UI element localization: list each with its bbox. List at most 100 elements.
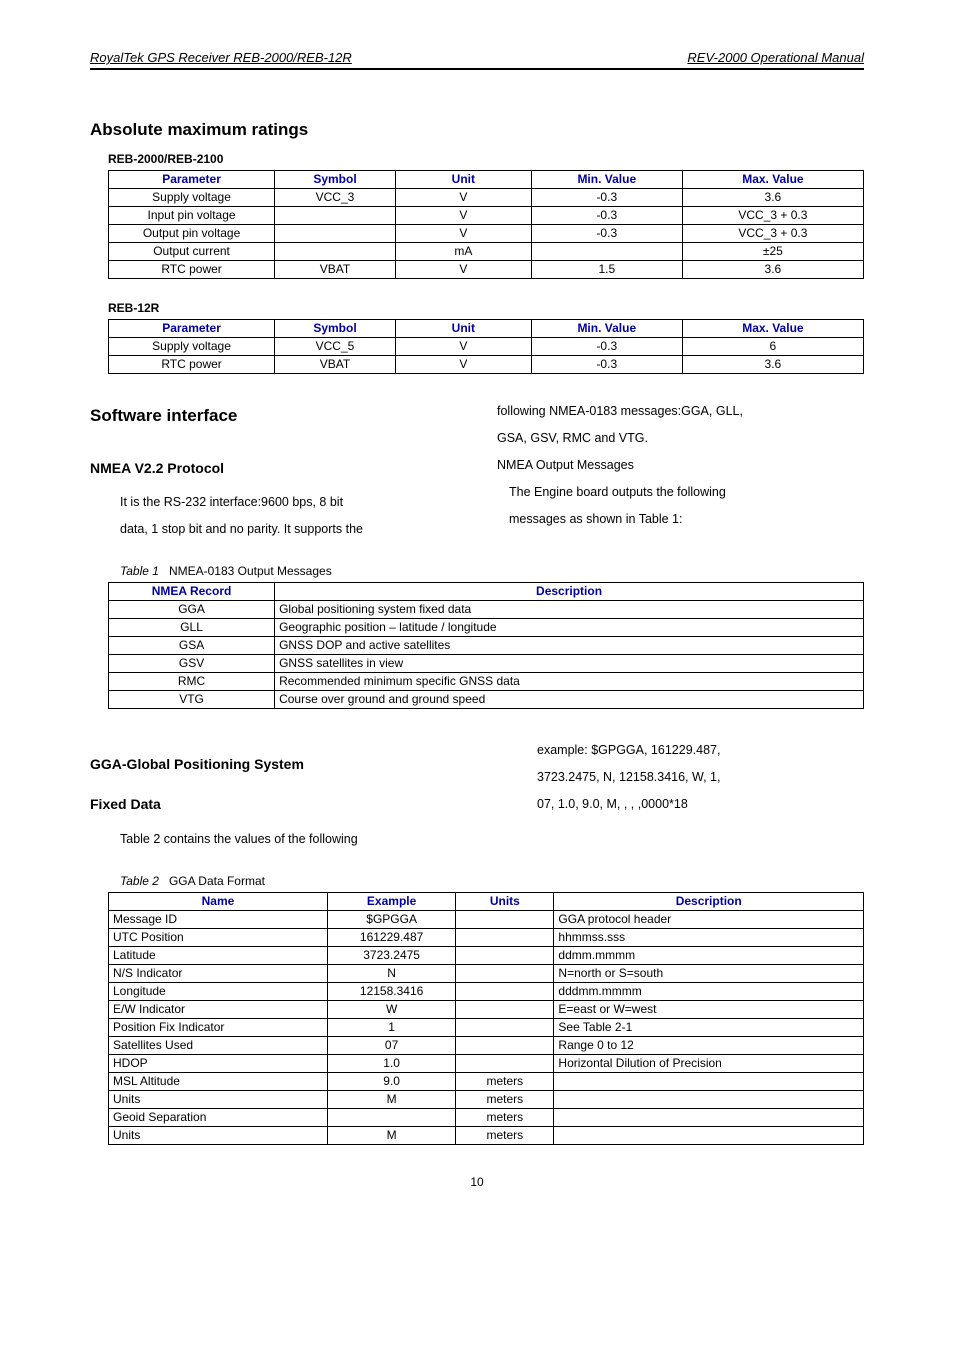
table-cell: VBAT bbox=[275, 261, 396, 279]
paragraph-text: GSA, GSV, RMC and VTG. bbox=[497, 425, 864, 452]
table-row: E/W IndicatorWE=east or W=west bbox=[109, 1001, 864, 1019]
table-cell: Input pin voltage bbox=[109, 207, 275, 225]
table-cell: 1 bbox=[327, 1019, 455, 1037]
caption-text: GGA Data Format bbox=[169, 874, 265, 888]
table-cell: N bbox=[327, 965, 455, 983]
table-cell: V bbox=[395, 189, 531, 207]
table-row: Input pin voltageV-0.3VCC_3 + 0.3 bbox=[109, 207, 864, 225]
gga-block: GGA-Global Positioning System Fixed Data… bbox=[90, 737, 864, 852]
table-cell: Message ID bbox=[109, 911, 328, 929]
table-cell: 9.0 bbox=[327, 1073, 455, 1091]
table-cell: V bbox=[395, 356, 531, 374]
table-cell: Global positioning system fixed data bbox=[275, 601, 864, 619]
table-cell bbox=[456, 965, 554, 983]
paragraph-text: data, 1 stop bit and no parity. It suppo… bbox=[90, 516, 457, 543]
table-cell: E/W Indicator bbox=[109, 1001, 328, 1019]
table-cell: meters bbox=[456, 1091, 554, 1109]
table-header: Description bbox=[554, 893, 864, 911]
table-row: RTC powerVBATV1.53.6 bbox=[109, 261, 864, 279]
table-cell: See Table 2-1 bbox=[554, 1019, 864, 1037]
table-cell bbox=[554, 1109, 864, 1127]
subsection-heading-nmea: NMEA V2.2 Protocol bbox=[90, 453, 457, 483]
table-row: Supply voltageVCC_3V-0.33.6 bbox=[109, 189, 864, 207]
table-cell: RTC power bbox=[109, 261, 275, 279]
table-cell bbox=[456, 1055, 554, 1073]
table1-label: REB-2000/REB-2100 bbox=[108, 152, 864, 166]
table-cell: V bbox=[395, 261, 531, 279]
table-cell: meters bbox=[456, 1073, 554, 1091]
table2-label: REB-12R bbox=[108, 301, 864, 315]
table-cell: Satellites Used bbox=[109, 1037, 328, 1055]
table-cell: meters bbox=[456, 1109, 554, 1127]
table-cell: Supply voltage bbox=[109, 338, 275, 356]
paragraph-text: 3723.2475, N, 12158.3416, W, 1, bbox=[497, 764, 864, 791]
table-cell: Horizontal Dilution of Precision bbox=[554, 1055, 864, 1073]
table-row: UnitsMmeters bbox=[109, 1091, 864, 1109]
table-cell: 07 bbox=[327, 1037, 455, 1055]
table-cell: V bbox=[395, 207, 531, 225]
table-row: UTC Position161229.487hhmmss.sss bbox=[109, 929, 864, 947]
subsection-heading-gga-1: GGA-Global Positioning System bbox=[90, 749, 457, 779]
table-cell: M bbox=[327, 1091, 455, 1109]
table-cell: M bbox=[327, 1127, 455, 1145]
table-cell: V bbox=[395, 338, 531, 356]
table-header: NMEA Record bbox=[109, 583, 275, 601]
table-cell: RTC power bbox=[109, 356, 275, 374]
table-row: GSVGNSS satellites in view bbox=[109, 655, 864, 673]
table-cell bbox=[275, 207, 396, 225]
table-caption-1: Table 1 NMEA-0183 Output Messages bbox=[120, 564, 864, 578]
table-nmea-output: NMEA RecordDescriptionGGAGlobal position… bbox=[108, 582, 864, 709]
table-cell: -0.3 bbox=[531, 225, 682, 243]
table-row: GLLGeographic position – latitude / long… bbox=[109, 619, 864, 637]
table-cell bbox=[275, 225, 396, 243]
paragraph-text: It is the RS-232 interface:9600 bps, 8 b… bbox=[90, 489, 457, 516]
paragraph-text: following NMEA-0183 messages:GGA, GLL, bbox=[497, 398, 864, 425]
table-header: Name bbox=[109, 893, 328, 911]
table-cell: UTC Position bbox=[109, 929, 328, 947]
table-cell: Geographic position – latitude / longitu… bbox=[275, 619, 864, 637]
table-cell: E=east or W=west bbox=[554, 1001, 864, 1019]
caption-prefix: Table 1 bbox=[120, 564, 159, 578]
table-row: RMCRecommended minimum specific GNSS dat… bbox=[109, 673, 864, 691]
table-cell: GNSS DOP and active satellites bbox=[275, 637, 864, 655]
table-cell bbox=[456, 1019, 554, 1037]
table-header: Parameter bbox=[109, 171, 275, 189]
table-header: Units bbox=[456, 893, 554, 911]
table-cell: Range 0 to 12 bbox=[554, 1037, 864, 1055]
table-cell: 3723.2475 bbox=[327, 947, 455, 965]
table-row: Supply voltageVCC_5V-0.36 bbox=[109, 338, 864, 356]
table-header: Min. Value bbox=[531, 320, 682, 338]
table-gga-format: NameExampleUnitsDescriptionMessage ID$GP… bbox=[108, 892, 864, 1145]
table-cell bbox=[554, 1127, 864, 1145]
software-interface-block: Software interface NMEA V2.2 Protocol It… bbox=[90, 398, 864, 542]
table-reb2000: ParameterSymbolUnitMin. ValueMax. ValueS… bbox=[108, 170, 864, 279]
table-cell: VTG bbox=[109, 691, 275, 709]
table-header: Min. Value bbox=[531, 171, 682, 189]
table-row: Position Fix Indicator1 See Table 2-1 bbox=[109, 1019, 864, 1037]
table-cell: $GPGGA bbox=[327, 911, 455, 929]
caption-prefix: Table 2 bbox=[120, 874, 159, 888]
table-cell: Latitude bbox=[109, 947, 328, 965]
table-cell bbox=[327, 1109, 455, 1127]
table-cell: VCC_3 + 0.3 bbox=[682, 225, 863, 243]
table-cell: 1.5 bbox=[531, 261, 682, 279]
table-cell: VCC_3 + 0.3 bbox=[682, 207, 863, 225]
table-cell: Position Fix Indicator bbox=[109, 1019, 328, 1037]
table-cell: -0.3 bbox=[531, 356, 682, 374]
table-header: Symbol bbox=[275, 320, 396, 338]
table-header: Example bbox=[327, 893, 455, 911]
table-row: Output currentmA±25 bbox=[109, 243, 864, 261]
table-header: Max. Value bbox=[682, 171, 863, 189]
page-header: RoyalTek GPS Receiver REB-2000/REB-12R R… bbox=[90, 50, 864, 65]
paragraph-text: 07, 1.0, 9.0, M, , , ,0000*18 bbox=[497, 791, 864, 818]
table-row: N/S IndicatorNN=north or S=south bbox=[109, 965, 864, 983]
table-cell: 12158.3416 bbox=[327, 983, 455, 1001]
table-cell: -0.3 bbox=[531, 189, 682, 207]
table-cell: GGA protocol header bbox=[554, 911, 864, 929]
table-cell: Longitude bbox=[109, 983, 328, 1001]
header-rule bbox=[90, 68, 864, 70]
table-cell: Units bbox=[109, 1091, 328, 1109]
table-cell bbox=[456, 911, 554, 929]
table-cell: meters bbox=[456, 1127, 554, 1145]
table-cell bbox=[456, 1001, 554, 1019]
